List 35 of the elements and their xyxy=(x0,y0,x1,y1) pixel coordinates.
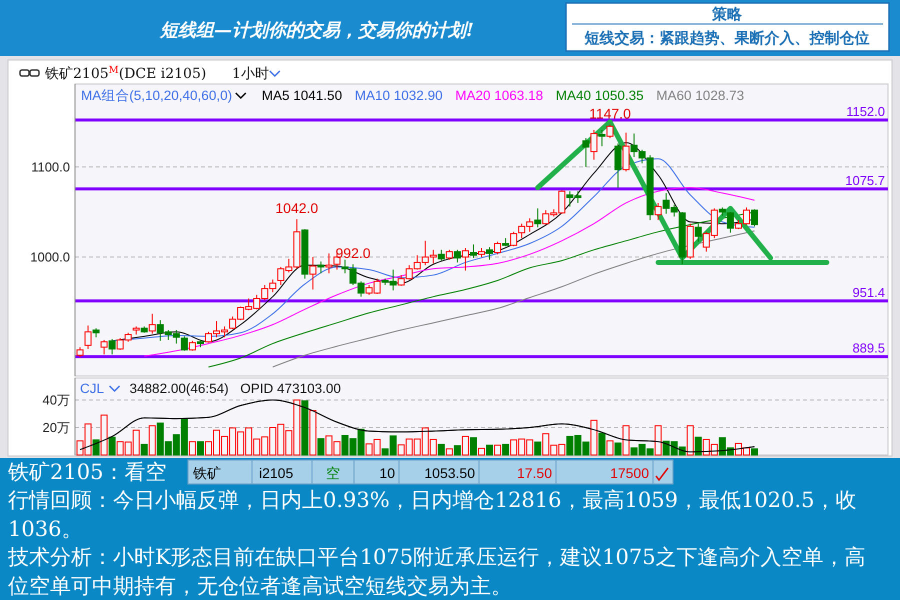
annotation: 1042.0 xyxy=(275,200,318,216)
y-tick-label: 1000.0 xyxy=(30,250,70,265)
text: 空 xyxy=(326,465,340,481)
ref-line-label: 1075.7 xyxy=(845,172,885,188)
text: 17.50 xyxy=(516,465,552,481)
text: MA10 1032.90 xyxy=(354,88,443,103)
text: 短线组—计划你的交易，交易你的计划! xyxy=(159,20,474,41)
annotation: 992.0 xyxy=(336,245,371,262)
ref-line-label: 889.5 xyxy=(852,340,885,356)
text: 技术分析：小时K形态目前在缺口平台1075附近承压运行，建议1075之下逢高介入空单，高位空单可中期持有，无仓位者逢高试空短线交易为主。 xyxy=(8,544,867,600)
text: 短线交易：紧跟趋势、果断介入、控制仓位 xyxy=(584,29,870,47)
text: MA60 1028.73 xyxy=(656,88,744,103)
text: 策略 xyxy=(711,6,743,23)
chart-subtitle: 1小时 xyxy=(232,66,269,82)
legend-title: MA组合(5,10,20,40,60,0) xyxy=(81,88,232,103)
text: 行情回顾：今日小幅反弹，日内上0.93%，日内增仓12816，最高1059，最低1020.5，收1036。 xyxy=(8,487,858,542)
legend-label: MA5 1041.50 xyxy=(262,88,342,103)
chart-title: 铁矿2105$^{M}$(DCE i2105) xyxy=(44,64,206,82)
annotation: 34882.00(46:54) xyxy=(130,381,229,396)
annotation: 1147.0 xyxy=(589,106,632,122)
text: 17500 xyxy=(610,465,650,481)
text: MA20 1063.18 xyxy=(455,88,544,103)
annotation: OPID 473103.00 xyxy=(240,381,341,396)
text: 1053.50 xyxy=(424,465,476,481)
text: 铁矿 xyxy=(192,465,221,481)
y-tick-label: 40万 xyxy=(42,392,70,408)
ref-line-label: 951.4 xyxy=(852,284,885,300)
chart-title: CJL xyxy=(80,381,104,396)
y-tick-label: 20万 xyxy=(42,420,70,436)
text: 10 xyxy=(379,465,396,481)
text: i2105 xyxy=(259,465,294,481)
text: 铁矿2105：看空 xyxy=(7,460,166,484)
ref-line-label: 1152.0 xyxy=(846,104,885,120)
text: MA40 1050.35 xyxy=(556,88,644,103)
y-tick-label: 1100.0 xyxy=(31,159,70,174)
